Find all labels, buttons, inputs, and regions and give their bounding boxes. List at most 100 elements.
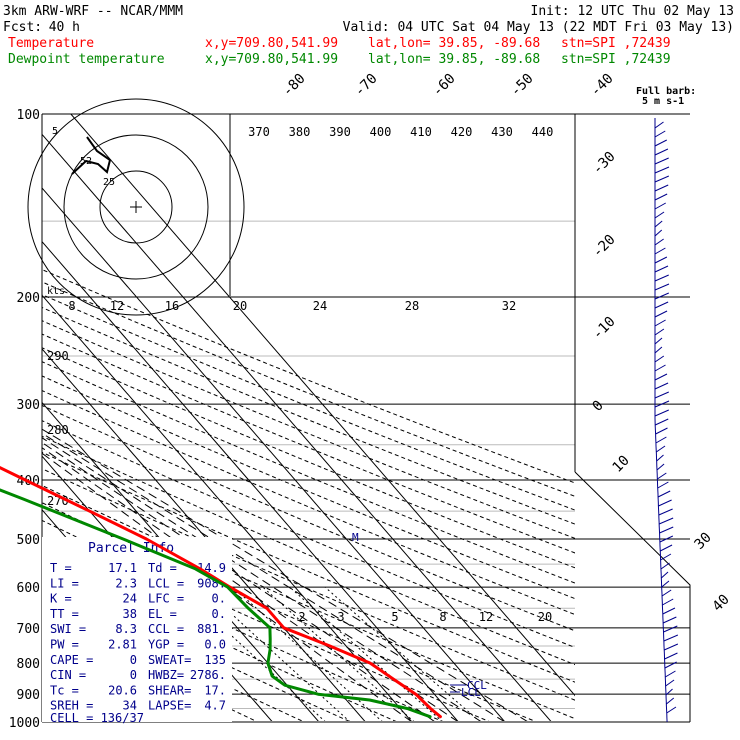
mixing-ratio-line (262, 586, 415, 721)
parcel-key: Tc = (50, 683, 79, 697)
parcel-key: CAPE = (50, 653, 93, 667)
hodograph: 5 52 25 (27, 98, 245, 316)
temperature-station: stn=SPI ,72439 (561, 36, 671, 51)
mixing-ratio-line (232, 586, 383, 721)
parcel-key: LI = (50, 576, 79, 590)
wind-staff (654, 118, 668, 723)
wind-barb (654, 400, 670, 408)
wind-barb (654, 418, 669, 426)
theta-label: 410 (410, 125, 432, 139)
moist-adiabat (42, 432, 505, 721)
wind-barb (662, 598, 674, 606)
wind-barb (663, 634, 679, 642)
parcel-key: CIN = (50, 668, 86, 682)
wind-speed-unit: kts (47, 286, 65, 297)
wind-barb (660, 562, 670, 570)
wind-barb (654, 229, 663, 237)
parcel-key: SWEAT= (148, 653, 191, 667)
wind-barb (663, 643, 679, 651)
mixing-ratio-label: 20 (538, 610, 552, 624)
wind-barb (654, 409, 669, 417)
wind-barb (665, 688, 673, 696)
hodograph-ring-label: 25 (103, 177, 115, 188)
pressure-label: 500 (17, 533, 40, 548)
parcel-key: SREH = (50, 699, 93, 713)
model-title: 3km ARW-WRF -- NCAR/MMM (3, 4, 183, 19)
dry-adiabat (42, 361, 575, 584)
wind-barb (657, 490, 671, 498)
wind-barb (659, 535, 674, 543)
wind-barb (666, 706, 677, 714)
temperature-coords: x,y=709.80,541.99 (205, 36, 338, 51)
dewpoint-legend: Dewpoint temperature (8, 52, 165, 67)
wind-barb (654, 301, 669, 309)
parcel-value: 2.81 (108, 638, 137, 652)
moist-adiabat (42, 428, 528, 721)
wind-barb (654, 166, 670, 174)
parcel-value: 0 (130, 668, 137, 682)
m-marker: M (352, 531, 359, 544)
pressure-label: 800 (17, 657, 40, 672)
lcl-marker: LCL (461, 686, 481, 699)
theta-label: 390 (329, 125, 351, 139)
isotherm-line (42, 187, 505, 721)
dry-adiabat (42, 404, 575, 632)
pressure-label: 300 (17, 398, 40, 413)
dry-adiabat (42, 420, 575, 649)
temperature-profile (0, 465, 442, 719)
parcel-value: 38 (123, 607, 137, 621)
parcel-value: 135 (204, 653, 226, 667)
wind-barb (662, 607, 676, 615)
parcel-key: SWI = (50, 622, 86, 636)
wind-barb (654, 310, 668, 318)
forecast-hours: 40 h (49, 20, 80, 35)
wind-speed-label: 24 (313, 299, 327, 313)
wind-barb (660, 553, 672, 561)
wind-barb (656, 463, 665, 471)
dry-adiabat (42, 451, 575, 683)
barb-legend-units: 5 m s-1 (642, 96, 684, 107)
theta-label: 430 (491, 125, 513, 139)
parcel-value: 0.0 (204, 638, 226, 652)
wind-speed-label: 8 (68, 299, 75, 313)
pressure-label: 600 (17, 581, 40, 596)
wind-barb (654, 211, 665, 219)
parcel-value: 24 (123, 592, 137, 606)
parcel-value: 881. (197, 622, 226, 636)
parcel-value: 0. (212, 592, 226, 606)
wind-speed-label: 16 (165, 299, 179, 313)
isotherm-line (42, 133, 552, 721)
wind-barb (661, 580, 670, 588)
wind-barb (654, 274, 669, 282)
wind-barb (656, 454, 664, 462)
wind-barb (664, 661, 677, 669)
dewpoint-coords: x,y=709.80,541.99 (205, 52, 338, 67)
wind-barb (655, 445, 666, 453)
wind-barb (660, 544, 673, 552)
dry-adiabat (42, 435, 575, 666)
wind-barb (654, 184, 669, 192)
dry-adiabat (42, 375, 575, 600)
mixing-ratio-label: 8 (439, 610, 446, 624)
parcel-key: HWBZ= (148, 668, 184, 682)
wind-barb (654, 382, 669, 390)
pressure-label: 100 (17, 108, 40, 123)
init-time: Init: 12 UTC Thu 02 May 13 (531, 4, 735, 19)
dry-adiabat (42, 538, 443, 721)
wind-barb (654, 238, 664, 246)
parcel-value: 8.3 (115, 622, 137, 636)
parcel-cell: CELL = 136/37 (50, 711, 144, 725)
valid-time: Valid: 04 UTC Sat 04 May 13 (22 MDT Fri … (343, 20, 734, 35)
theta-label: 420 (451, 125, 473, 139)
dry-adiabat (42, 390, 575, 616)
parcel-value: 17. (204, 683, 226, 697)
parcel-key: YGP = (148, 638, 184, 652)
parcel-value: 34 (123, 699, 137, 713)
wind-barb (654, 328, 665, 336)
wind-barb (654, 337, 663, 345)
temperature-latlon: lat,lon= 39.85, -89.68 (368, 36, 540, 51)
parcel-key: K = (50, 592, 72, 606)
wind-speed-label: 20 (233, 299, 247, 313)
wind-barb (654, 373, 668, 381)
